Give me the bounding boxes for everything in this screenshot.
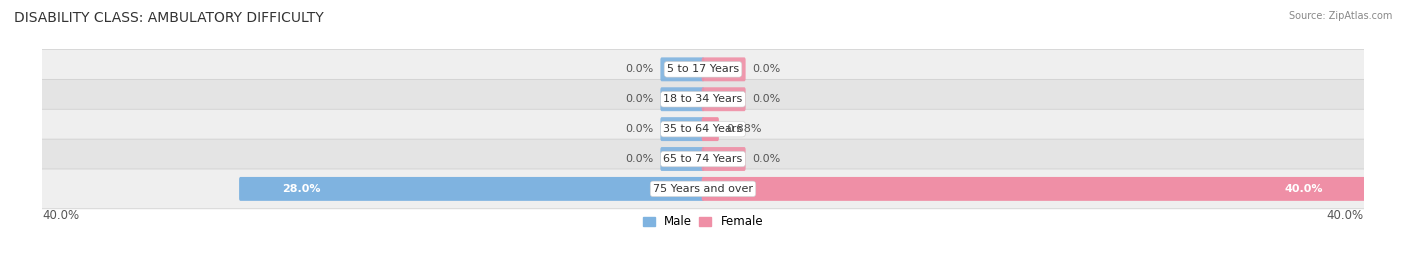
Text: 40.0%: 40.0% xyxy=(42,209,79,222)
FancyBboxPatch shape xyxy=(38,79,1368,119)
Text: 28.0%: 28.0% xyxy=(281,184,321,194)
Text: Source: ZipAtlas.com: Source: ZipAtlas.com xyxy=(1288,11,1392,21)
FancyBboxPatch shape xyxy=(661,117,704,141)
Text: 5 to 17 Years: 5 to 17 Years xyxy=(666,64,740,74)
Text: 0.0%: 0.0% xyxy=(626,64,654,74)
Text: 0.0%: 0.0% xyxy=(626,94,654,104)
Text: 75 Years and over: 75 Years and over xyxy=(652,184,754,194)
FancyBboxPatch shape xyxy=(38,169,1368,209)
FancyBboxPatch shape xyxy=(702,87,745,111)
Text: 0.88%: 0.88% xyxy=(725,124,761,134)
Text: 18 to 34 Years: 18 to 34 Years xyxy=(664,94,742,104)
Text: DISABILITY CLASS: AMBULATORY DIFFICULTY: DISABILITY CLASS: AMBULATORY DIFFICULTY xyxy=(14,11,323,25)
Text: 0.0%: 0.0% xyxy=(626,124,654,134)
FancyBboxPatch shape xyxy=(38,139,1368,179)
FancyBboxPatch shape xyxy=(38,49,1368,89)
Text: 35 to 64 Years: 35 to 64 Years xyxy=(664,124,742,134)
FancyBboxPatch shape xyxy=(702,117,718,141)
Legend: Male, Female: Male, Female xyxy=(638,211,768,233)
Text: 0.0%: 0.0% xyxy=(752,64,780,74)
Text: 40.0%: 40.0% xyxy=(1327,209,1364,222)
FancyBboxPatch shape xyxy=(38,109,1368,149)
FancyBboxPatch shape xyxy=(661,57,704,81)
FancyBboxPatch shape xyxy=(239,177,704,201)
Text: 40.0%: 40.0% xyxy=(1284,184,1323,194)
FancyBboxPatch shape xyxy=(661,87,704,111)
FancyBboxPatch shape xyxy=(702,57,745,81)
Text: 65 to 74 Years: 65 to 74 Years xyxy=(664,154,742,164)
Text: 0.0%: 0.0% xyxy=(752,154,780,164)
Text: 0.0%: 0.0% xyxy=(752,94,780,104)
FancyBboxPatch shape xyxy=(702,177,1365,201)
FancyBboxPatch shape xyxy=(661,147,704,171)
FancyBboxPatch shape xyxy=(702,147,745,171)
Text: 0.0%: 0.0% xyxy=(626,154,654,164)
